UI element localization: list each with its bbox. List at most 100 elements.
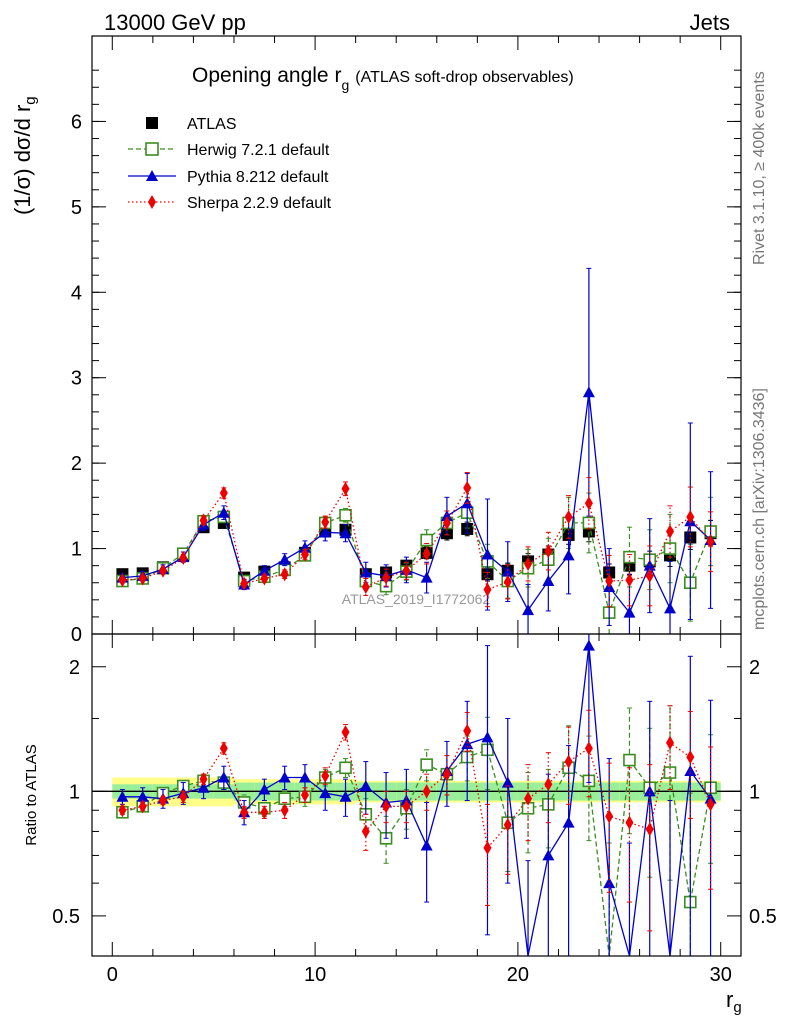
legend-label-herwig: Herwig 7.2.1 default (187, 142, 330, 159)
sherpa-point (300, 787, 309, 802)
sherpa-point (321, 515, 330, 530)
pythia-point (359, 780, 372, 792)
sherpa-point (422, 784, 431, 799)
pythia-point (562, 816, 575, 828)
main-y-tick-label: 2 (71, 453, 82, 475)
main-y-tick-label: 0 (71, 624, 82, 646)
sherpa-point (260, 571, 269, 586)
sherpa-series (118, 705, 715, 932)
sherpa-point (240, 805, 249, 820)
pythia-point (440, 510, 453, 522)
x-axis-label: rg (726, 987, 742, 1016)
legend-entry-pythia: Pythia 8.212 default (128, 169, 329, 186)
pythia-point (481, 548, 494, 560)
legend-marker-sherpa (148, 195, 156, 209)
sherpa-point (240, 576, 249, 591)
x-tick-label: 0 (107, 964, 118, 986)
sherpa-point (402, 563, 411, 578)
legend-label-atlas: ATLAS (187, 116, 237, 133)
legend-entry-herwig: Herwig 7.2.1 default (128, 142, 330, 159)
sherpa-point (463, 723, 472, 738)
legend-marker-atlas (146, 117, 158, 129)
sherpa-point (442, 515, 451, 530)
sherpa-point (483, 840, 492, 855)
pythia-point (339, 790, 352, 802)
legend-entry-atlas: ATLAS (146, 116, 237, 133)
sherpa-point (138, 571, 147, 586)
sherpa-point (503, 817, 512, 832)
sherpa-point (300, 547, 309, 562)
ratio-y-tick-label-right: 1 (749, 781, 760, 803)
plot-title: Opening angle rg (ATLAS soft-drop observa… (192, 64, 574, 93)
sherpa-point (564, 754, 573, 769)
ratio-frame (91, 633, 742, 957)
pythia-point (116, 790, 129, 802)
legend-label-sherpa: Sherpa 2.2.9 default (187, 195, 332, 212)
herwig-point (420, 758, 433, 771)
pythia-point (582, 639, 595, 651)
sherpa-point (158, 793, 167, 808)
pythia-point (542, 575, 555, 587)
herwig-point (339, 761, 352, 775)
header-right: Jets (690, 10, 730, 35)
sherpa-point (118, 573, 127, 588)
plot-title-rest: (ATLAS soft-drop observables) (355, 69, 573, 86)
sherpa-line (122, 486, 712, 591)
pythia-point (197, 781, 210, 793)
sherpa-point (138, 799, 147, 814)
sherpa-point (706, 797, 715, 812)
pythia-point (136, 790, 149, 802)
sherpa-point (260, 805, 269, 820)
sherpa-point (382, 799, 391, 814)
sherpa-point (686, 750, 695, 765)
x-tick-label: 30 (710, 964, 732, 986)
pythia-point (582, 386, 595, 398)
sherpa-point (584, 741, 593, 756)
sherpa-point (361, 824, 370, 839)
main-y-tick-label: 1 (71, 539, 82, 561)
pythia-point (664, 602, 677, 614)
herwig-point (623, 753, 636, 767)
pythia-point (258, 783, 271, 795)
pythia-point (684, 764, 697, 776)
sherpa-point (645, 822, 654, 837)
y-label-main: (1/σ) dσ/d r (10, 105, 35, 215)
legend: ATLAS Herwig 7.2.1 default Pythia 8.212 … (128, 116, 332, 212)
x-tick-label: 10 (304, 964, 326, 986)
header-left: 13000 GeV pp (104, 10, 246, 35)
sherpa-point (645, 568, 654, 583)
x-tick-label: 20 (507, 964, 529, 986)
svg-text:(1/σ) dσ/d rg: (1/σ) dσ/d rg (10, 96, 39, 215)
sherpa-point (402, 799, 411, 814)
sherpa-point (219, 486, 228, 501)
legend-marker-pythia (146, 170, 158, 181)
sherpa-point (179, 550, 188, 565)
herwig-point (582, 516, 596, 530)
sherpa-point (584, 496, 593, 511)
x-label-main: r (726, 987, 733, 1012)
sherpa-point (564, 509, 573, 524)
rivet-label: Rivet 3.1.10, ≥ 400k events (751, 71, 768, 265)
ratio-y-tick-label-right: 0.5 (749, 906, 777, 928)
sherpa-point (666, 524, 675, 539)
y-label-sub: g (22, 96, 39, 104)
sherpa-point (706, 534, 715, 549)
main-y-axis-label: (1/σ) dσ/d rg (10, 96, 39, 215)
ratio-y-tick-label-left: 0.5 (52, 906, 80, 928)
main-panel: 0 1 2 3 4 5 6 (71, 35, 742, 646)
pythia-point (217, 506, 230, 518)
legend-marker-herwig (145, 142, 159, 156)
main-y-tick-label: 4 (71, 282, 82, 304)
sherpa-point (483, 582, 492, 597)
sherpa-point (179, 789, 188, 804)
pythia-line (122, 392, 712, 614)
ratio-y-tick-label-left: 1 (69, 781, 80, 803)
sherpa-point (463, 480, 472, 495)
sherpa-point (666, 735, 675, 750)
main-y-tick-label: 5 (71, 197, 82, 219)
pythia-point (542, 849, 555, 861)
mcplots-label: mcplots.cern.ch [arXiv:1306.3436] (751, 388, 768, 630)
sherpa-line (122, 728, 712, 850)
sherpa-point (341, 725, 350, 740)
